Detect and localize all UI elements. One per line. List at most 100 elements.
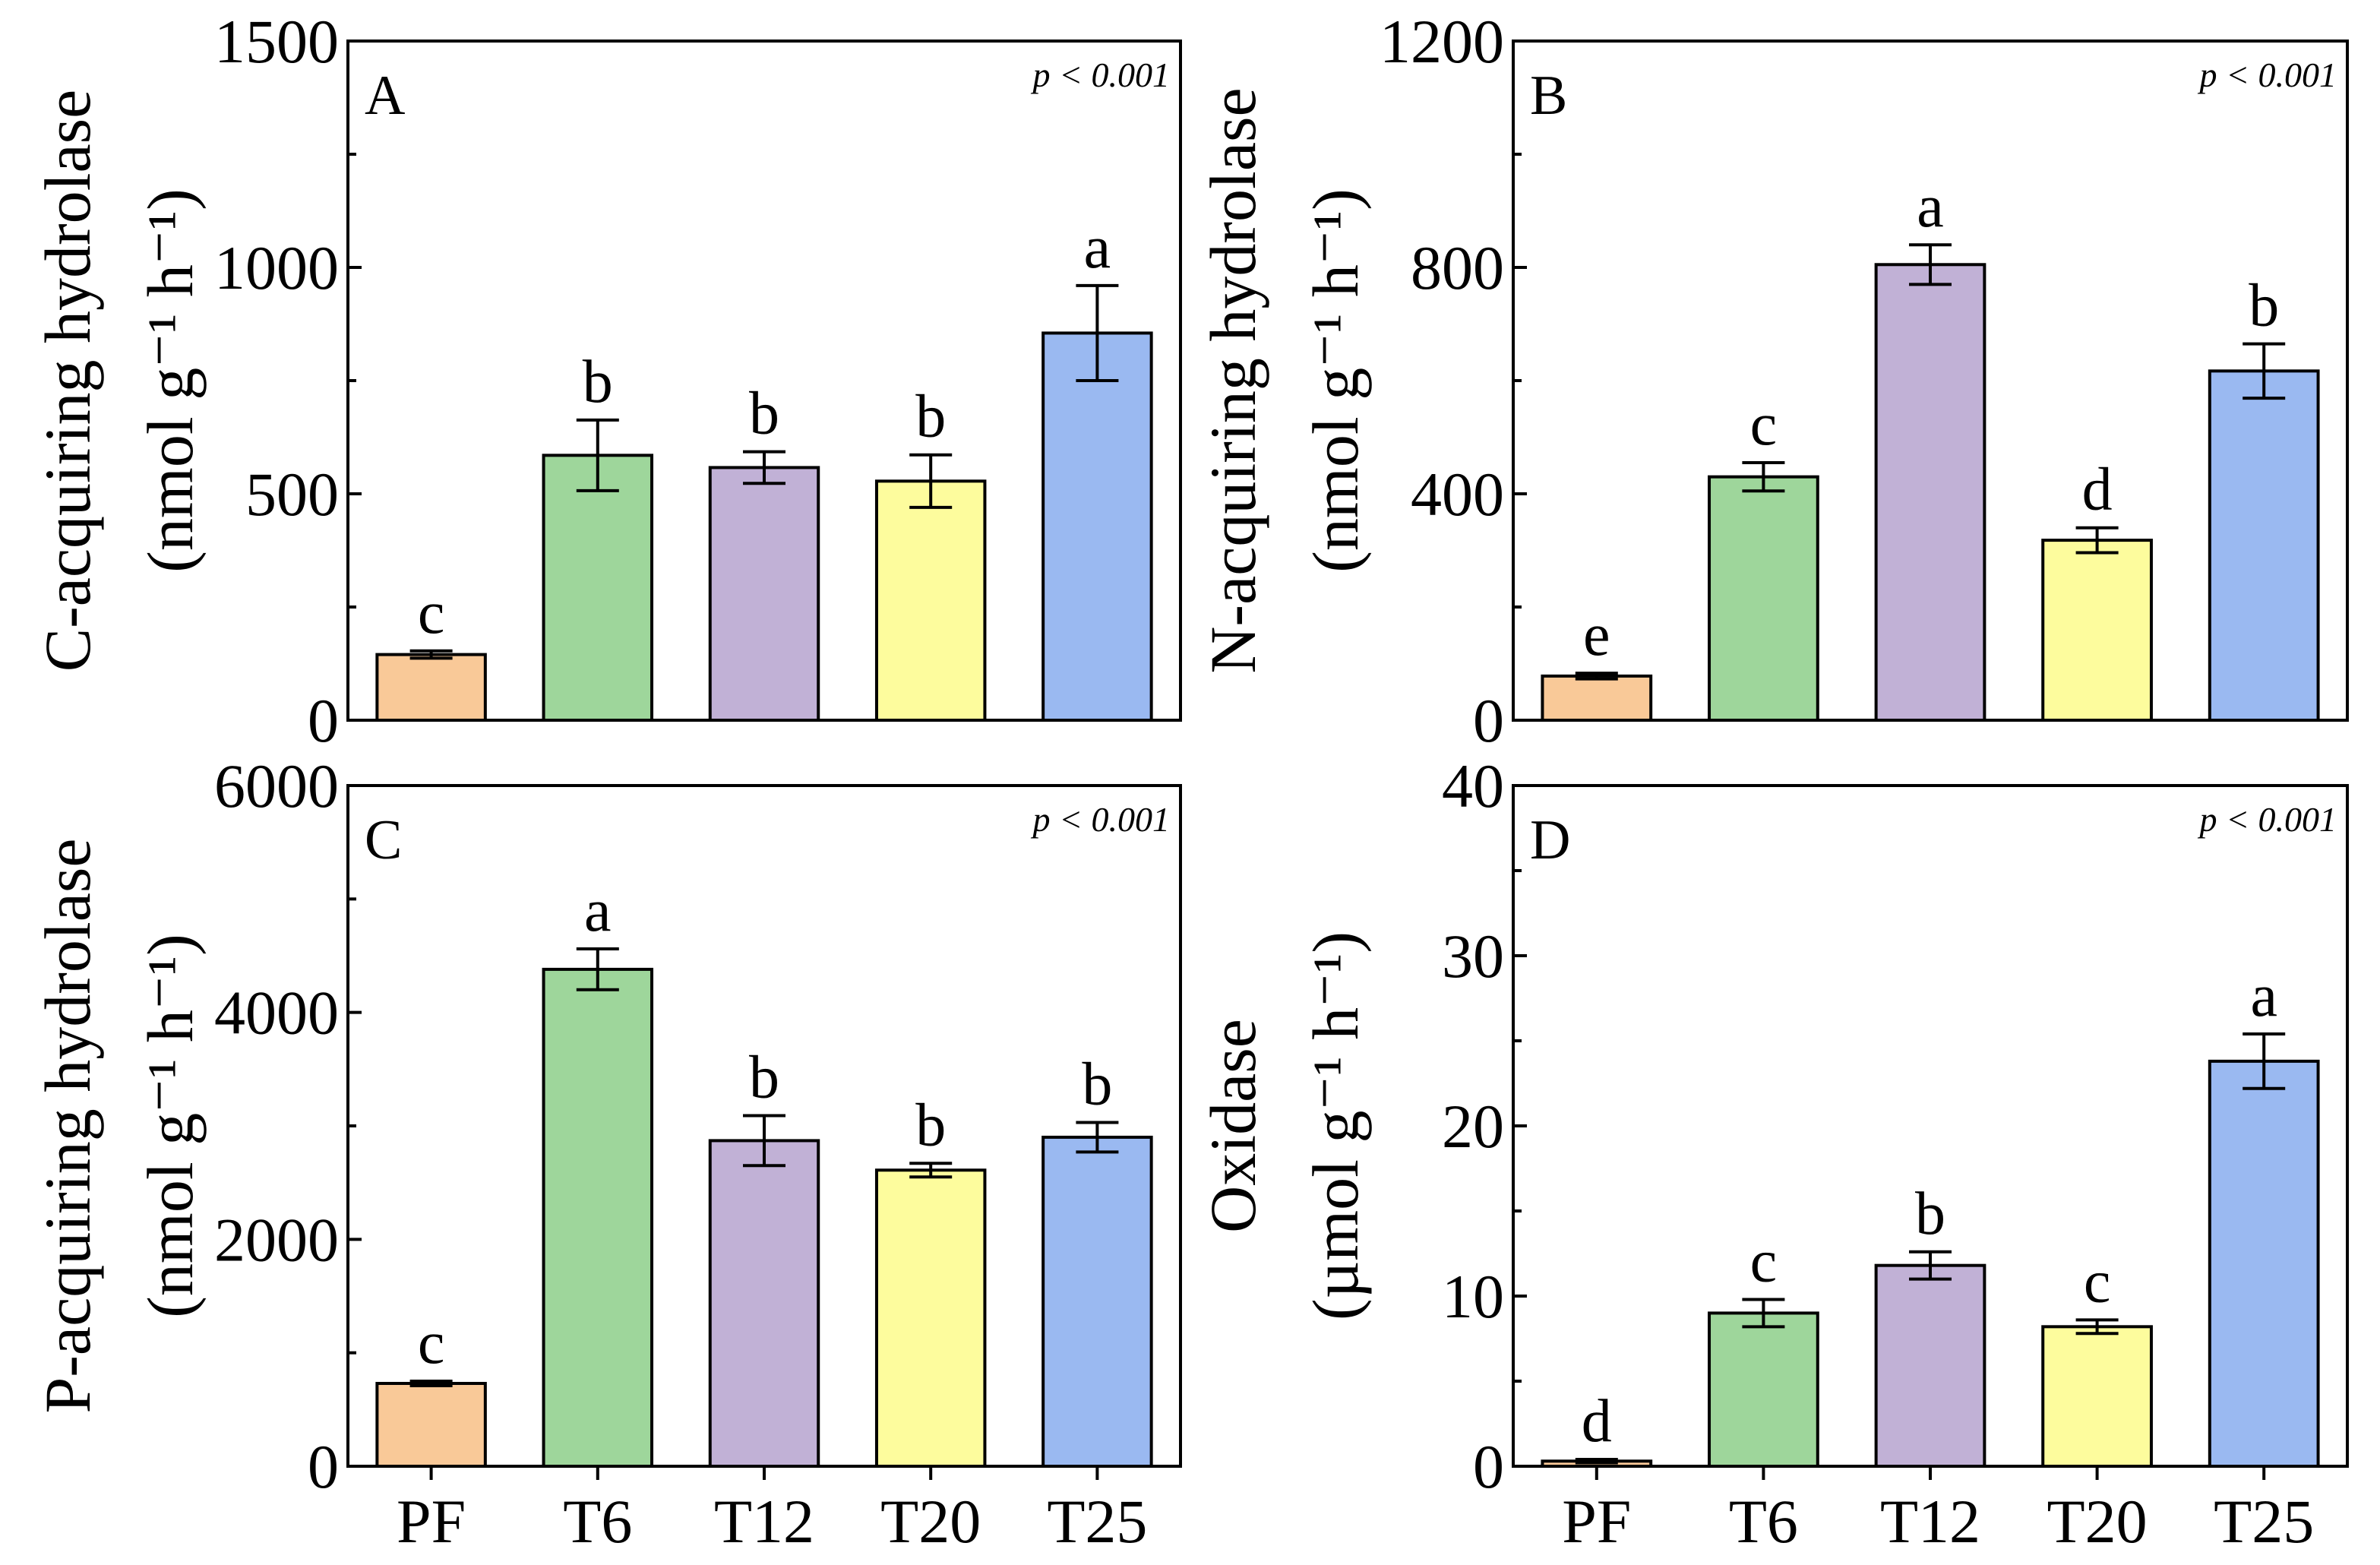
significance-letter: a — [1917, 173, 1944, 240]
y-tick-label: 1000 — [214, 233, 339, 302]
bar-T20 — [2041, 539, 2153, 722]
y-tick-label: 0 — [308, 686, 339, 755]
significance-letter: a — [1084, 214, 1111, 281]
significance-letter: b — [2249, 273, 2279, 340]
y-tick-label: 4000 — [214, 979, 339, 1048]
error-bar — [743, 450, 785, 485]
significance-letter: a — [584, 877, 612, 944]
y-tick-label: 0 — [1473, 686, 1504, 755]
significance-letter: b — [749, 1045, 779, 1111]
significance-letter: b — [583, 349, 613, 416]
y-axis-unit: (nmol g⁻¹ h⁻¹) — [134, 934, 207, 1317]
bar-T6 — [1708, 1311, 1819, 1469]
y-tick-label: 2000 — [214, 1205, 339, 1274]
y-axis-unit: (µmol g⁻¹ h⁻¹) — [1299, 931, 1372, 1320]
bar-T25 — [1041, 331, 1153, 722]
x-tick-label: T25 — [1047, 1487, 1147, 1556]
error-bar — [2243, 1032, 2286, 1090]
x-tick-label: T6 — [1729, 1487, 1798, 1556]
y-tick-label: 1500 — [214, 7, 339, 76]
y-axis-title: N-acquiring hydrolase — [1196, 87, 1269, 673]
bar-T25 — [2208, 369, 2320, 722]
error-bar — [2243, 342, 2286, 400]
y-axis-title: Oxidase — [1196, 1019, 1269, 1233]
x-tick-label: T6 — [563, 1487, 632, 1556]
error-bar — [743, 1114, 785, 1168]
error-bar — [1909, 243, 1952, 286]
p-value: p < 0.001 — [1030, 800, 1170, 839]
x-tick-label: T12 — [1880, 1487, 1980, 1556]
panel-label: C — [365, 809, 402, 871]
bar-T6 — [1708, 475, 1819, 722]
panel-A: 0 500 1000 1500 C-acquiring hydrolase (nmol g… — [31, 7, 1182, 755]
significance-letter: c — [1750, 1228, 1778, 1295]
panel-label: B — [1530, 65, 1567, 127]
error-bar — [1575, 1458, 1618, 1465]
y-axis-unit: (nmol g⁻¹ h⁻¹) — [1299, 188, 1372, 572]
panel-label: D — [1530, 809, 1570, 871]
bar-T6 — [542, 454, 654, 722]
significance-letter: b — [1915, 1181, 1945, 1247]
panel-label: A — [365, 65, 405, 127]
bar-T12 — [708, 1139, 820, 1468]
significance-letter: a — [2250, 963, 2277, 1029]
bar-PF — [1541, 674, 1653, 722]
error-bar — [2075, 526, 2119, 555]
y-tick-label: 6000 — [214, 751, 339, 820]
significance-letter: c — [418, 1310, 445, 1377]
y-axis-title: P-acquiring hydrolase — [31, 838, 104, 1413]
error-bar — [1742, 461, 1785, 493]
bar-PF — [375, 1381, 487, 1469]
significance-letter: e — [1583, 602, 1610, 669]
error-bar — [1909, 1250, 1952, 1281]
y-tick-label: 10 — [1442, 1262, 1504, 1331]
p-value: p < 0.001 — [1030, 55, 1170, 94]
bar-T20 — [874, 479, 987, 722]
significance-letter: c — [1750, 391, 1778, 458]
y-tick-label: 400 — [1411, 460, 1504, 529]
bar-T12 — [708, 466, 820, 722]
y-tick-label: 30 — [1442, 922, 1504, 991]
error-bar — [2075, 1318, 2119, 1336]
x-tick-label: T20 — [880, 1487, 981, 1556]
bar-T20 — [2041, 1325, 2153, 1468]
x-tick-label: T25 — [2214, 1487, 2314, 1556]
error-bar — [909, 453, 953, 509]
panel-D: 0 10 20 30 40 Oxidase (µmol g⁻¹ h⁻¹) D p < 0.001… — [1196, 751, 2349, 1556]
panel-C: 0 2000 4000 6000 P-acquiring hydrolase (nmol … — [31, 751, 1182, 1556]
error-bar — [909, 1162, 953, 1179]
error-bar — [409, 1380, 453, 1387]
error-bar — [1076, 283, 1119, 382]
significance-letter: b — [915, 1092, 946, 1159]
significance-letter: c — [418, 580, 445, 647]
y-tick-label: 20 — [1442, 1092, 1504, 1161]
p-value: p < 0.001 — [2197, 55, 2337, 94]
x-tick-label: PF — [1562, 1487, 1631, 1556]
significance-letter: d — [1582, 1388, 1612, 1455]
significance-letter: b — [749, 381, 779, 447]
y-tick-label: 0 — [308, 1432, 339, 1501]
y-tick-label: 0 — [1473, 1432, 1504, 1501]
y-tick-label: 1200 — [1380, 7, 1504, 76]
x-tick-label: PF — [397, 1487, 466, 1556]
bar-T20 — [874, 1168, 987, 1468]
x-tick-label: T12 — [714, 1487, 814, 1556]
y-axis-unit: (nmol g⁻¹ h⁻¹) — [134, 188, 207, 572]
bar-T25 — [2208, 1059, 2320, 1468]
y-axis-title: C-acquiring hydrolase — [31, 90, 104, 672]
bar-T25 — [1041, 1135, 1153, 1469]
bar-T6 — [542, 967, 654, 1469]
bar-T12 — [1874, 263, 1986, 722]
y-tick-label: 500 — [245, 460, 339, 529]
significance-letter: d — [2082, 457, 2113, 523]
error-bar — [1742, 1298, 1785, 1329]
significance-letter: b — [1082, 1051, 1112, 1118]
bar-T12 — [1874, 1263, 1986, 1469]
error-bar — [409, 649, 453, 660]
y-tick-label: 40 — [1442, 751, 1504, 820]
x-tick-label: T20 — [2047, 1487, 2148, 1556]
panel-B: 0 400 800 1200 N-acquiring hydrolase (nmol g⁻… — [1196, 7, 2349, 755]
significance-letter: b — [915, 384, 946, 451]
y-tick-label: 800 — [1411, 233, 1504, 302]
